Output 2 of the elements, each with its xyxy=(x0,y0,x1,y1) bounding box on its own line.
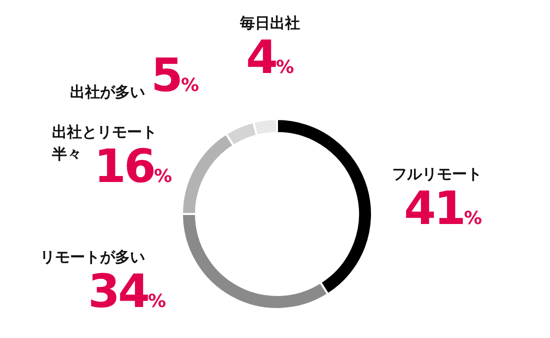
slice-label: 出社が多い xyxy=(70,82,145,103)
data-label: 5% xyxy=(151,48,200,104)
